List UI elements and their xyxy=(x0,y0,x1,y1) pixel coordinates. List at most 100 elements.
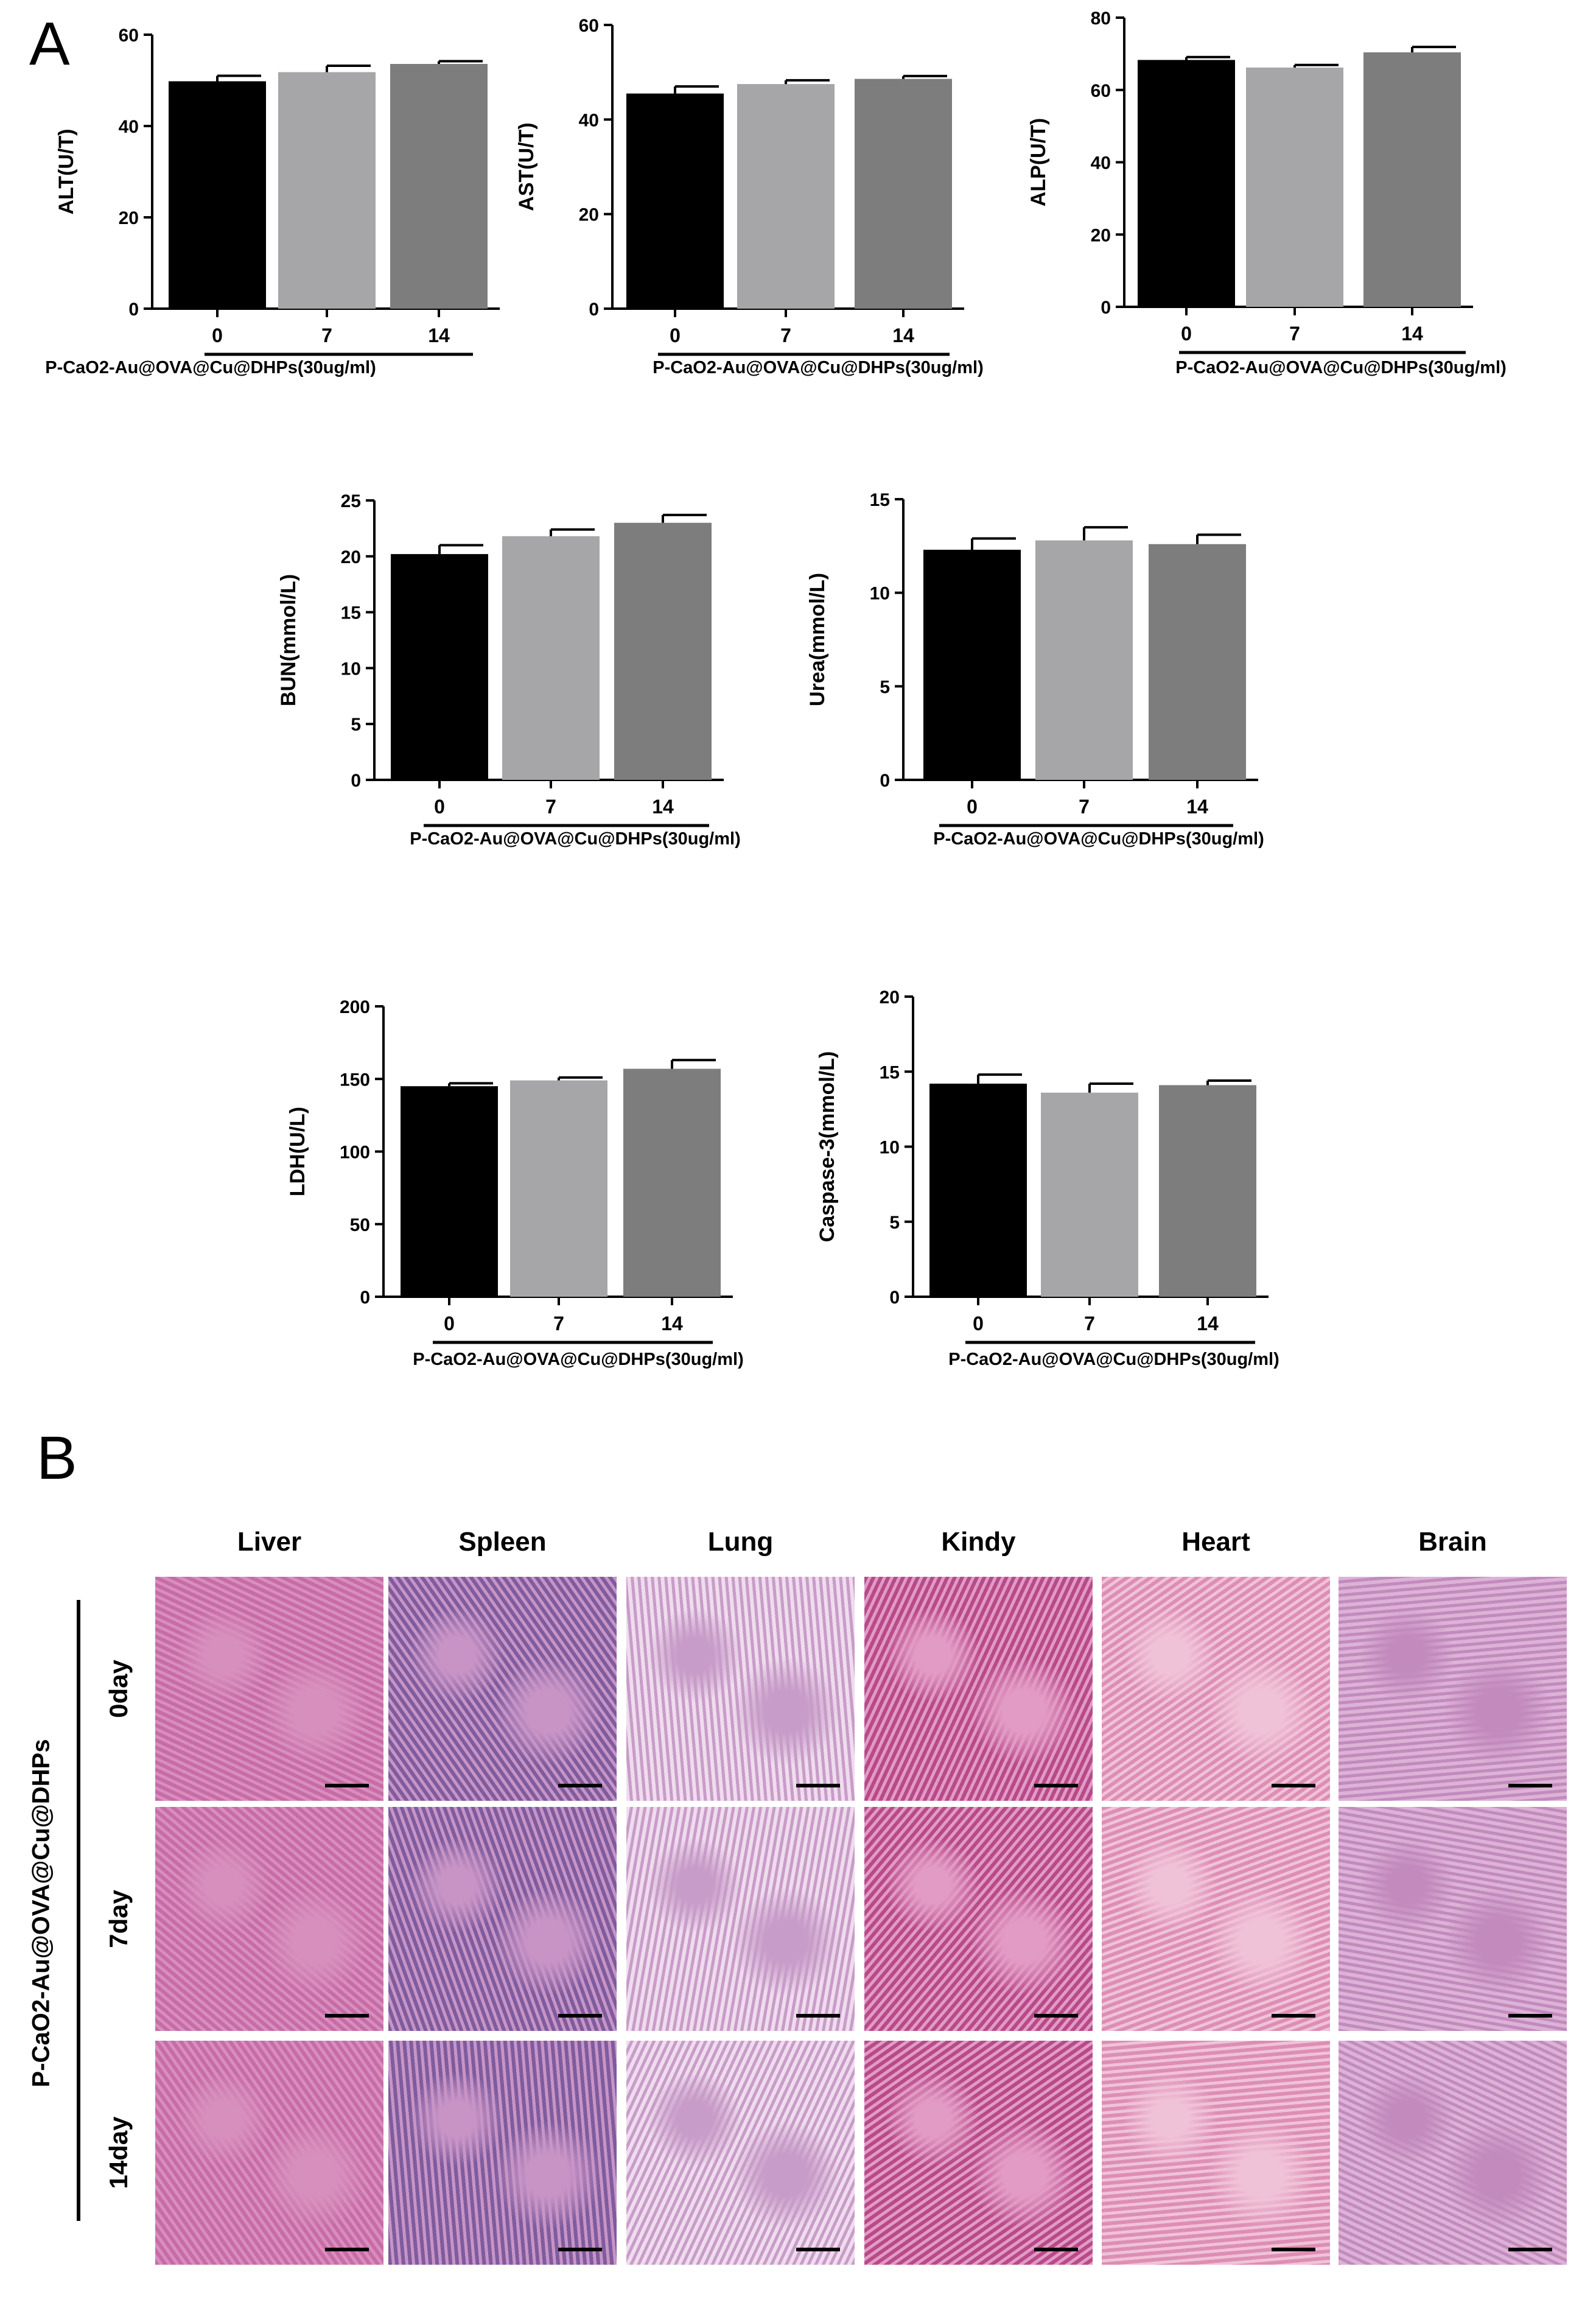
scale-bar xyxy=(1272,2248,1315,2251)
x-tick-label: 14 xyxy=(892,324,914,346)
y-tick-label: 60 xyxy=(1091,81,1111,101)
y-tick-label: 0 xyxy=(880,771,890,791)
x-tick-label: 0 xyxy=(973,1313,984,1334)
y-tick-label: 20 xyxy=(579,205,599,225)
y-tick-label: 10 xyxy=(880,1138,900,1158)
y-tick-label: 0 xyxy=(1101,298,1111,318)
x-tick-label: 14 xyxy=(1197,1313,1219,1334)
scale-bar xyxy=(1508,2014,1552,2018)
bar-14 xyxy=(1149,544,1246,780)
group-bracket-line xyxy=(77,1600,80,2221)
y-tick-label: 5 xyxy=(351,715,361,735)
x-tick-label: 7 xyxy=(1079,796,1090,818)
day-label-14day: 14day xyxy=(104,2116,133,2189)
histology-tile-brain-0day xyxy=(1339,1577,1567,1801)
panel-label-a: A xyxy=(29,10,70,78)
scale-bar xyxy=(1508,1784,1552,1787)
y-axis-label: Caspase-3(mmol/L) xyxy=(816,1051,839,1243)
panel-label-b: B xyxy=(37,1424,77,1492)
bar-0 xyxy=(929,1083,1027,1297)
scale-bar xyxy=(325,2014,369,2018)
scale-bar xyxy=(1272,1784,1315,1787)
bar-7 xyxy=(1041,1092,1138,1297)
bar-7 xyxy=(278,72,376,309)
scale-bar xyxy=(1034,1784,1078,1787)
y-tick-label: 0 xyxy=(589,300,599,320)
y-axis-label: ALT(U/T) xyxy=(55,129,78,215)
y-axis-label: Urea(mmol/L) xyxy=(806,573,829,706)
histology-tile-spleen-14day xyxy=(388,2041,617,2265)
y-tick-label: 40 xyxy=(579,110,599,130)
bar-7 xyxy=(737,84,835,309)
day-label-0day: 0day xyxy=(104,1660,133,1718)
organ-label-kindy: Kindy xyxy=(941,1527,1016,1557)
bar-0 xyxy=(391,554,488,780)
y-tick-label: 20 xyxy=(880,987,900,1008)
x-tick-label: 14 xyxy=(661,1313,683,1334)
y-tick-label: 200 xyxy=(340,997,370,1017)
x-tick-label: 0 xyxy=(1181,323,1192,345)
histology-tile-liver-14day xyxy=(155,2041,383,2265)
y-axis-label: LDH(U/L) xyxy=(286,1107,309,1196)
histology-tile-lung-7day xyxy=(626,1807,855,2031)
organ-label-heart: Heart xyxy=(1181,1527,1250,1557)
x-tick-label: 0 xyxy=(967,796,978,818)
y-tick-label: 10 xyxy=(341,659,361,679)
histology-tile-liver-0day xyxy=(155,1577,383,1801)
histology-tile-heart-14day xyxy=(1102,2041,1330,2265)
scale-bar xyxy=(1034,2248,1078,2251)
x-axis-label: P-CaO2-Au@OVA@Cu@DHPs(30ug/ml) xyxy=(948,1350,1279,1369)
scale-bar xyxy=(325,1784,369,1787)
x-axis-label: P-CaO2-Au@OVA@Cu@DHPs(30ug/ml) xyxy=(1175,358,1507,377)
scale-bar xyxy=(325,2248,369,2251)
bar-7 xyxy=(510,1080,607,1297)
y-tick-label: 50 xyxy=(350,1215,370,1235)
y-tick-label: 15 xyxy=(341,603,361,623)
y-tick-label: 80 xyxy=(1091,9,1111,29)
x-axis-label: P-CaO2-Au@OVA@Cu@DHPs(30ug/ml) xyxy=(410,829,741,849)
scale-bar xyxy=(558,1784,602,1787)
x-tick-label: 14 xyxy=(1401,323,1423,345)
histology-tile-kindy-14day xyxy=(864,2041,1093,2265)
y-tick-label: 0 xyxy=(128,300,139,320)
y-tick-label: 5 xyxy=(880,677,890,697)
bar-14 xyxy=(390,64,488,309)
y-tick-label: 20 xyxy=(1091,225,1111,245)
group-label: P-CaO2-Au@OVA@Cu@DHPs xyxy=(27,1739,55,2088)
scale-bar xyxy=(1508,2248,1552,2251)
x-axis-label: P-CaO2-Au@OVA@Cu@DHPs(30ug/ml) xyxy=(45,358,376,377)
bar-0 xyxy=(401,1086,498,1297)
y-tick-label: 150 xyxy=(340,1070,370,1090)
histology-tile-lung-0day xyxy=(626,1577,855,1801)
histology-tile-brain-7day xyxy=(1339,1807,1567,2031)
organ-label-brain: Brain xyxy=(1418,1527,1487,1557)
x-tick-label: 14 xyxy=(1186,796,1208,818)
histology-tile-brain-14day xyxy=(1339,2041,1567,2265)
y-tick-label: 20 xyxy=(341,547,361,567)
bar-14 xyxy=(614,522,712,780)
x-tick-label: 7 xyxy=(780,324,791,346)
histology-tile-kindy-0day xyxy=(864,1577,1093,1801)
x-tick-label: 0 xyxy=(434,796,445,818)
x-tick-label: 7 xyxy=(545,796,556,818)
y-tick-label: 60 xyxy=(579,16,599,36)
bar-7 xyxy=(1035,540,1133,780)
bar-0 xyxy=(626,93,724,309)
bar-0 xyxy=(169,81,266,309)
y-tick-label: 25 xyxy=(341,491,361,511)
scale-bar xyxy=(796,1784,840,1787)
x-tick-label: 7 xyxy=(1289,323,1300,345)
y-tick-label: 40 xyxy=(119,117,139,137)
organ-label-lung: Lung xyxy=(707,1527,774,1557)
bar-7 xyxy=(502,536,600,780)
scale-bar xyxy=(1034,2014,1078,2018)
x-axis-label: P-CaO2-Au@OVA@Cu@DHPs(30ug/ml) xyxy=(653,358,984,377)
x-tick-label: 0 xyxy=(670,324,681,346)
bar-7 xyxy=(1246,67,1343,307)
histology-tile-heart-0day xyxy=(1102,1577,1330,1801)
histology-tile-heart-7day xyxy=(1102,1807,1330,2031)
y-tick-label: 0 xyxy=(360,1288,370,1308)
scale-bar xyxy=(796,2248,840,2251)
x-tick-label: 7 xyxy=(553,1313,564,1334)
x-axis-label: P-CaO2-Au@OVA@Cu@DHPs(30ug/ml) xyxy=(413,1350,744,1369)
